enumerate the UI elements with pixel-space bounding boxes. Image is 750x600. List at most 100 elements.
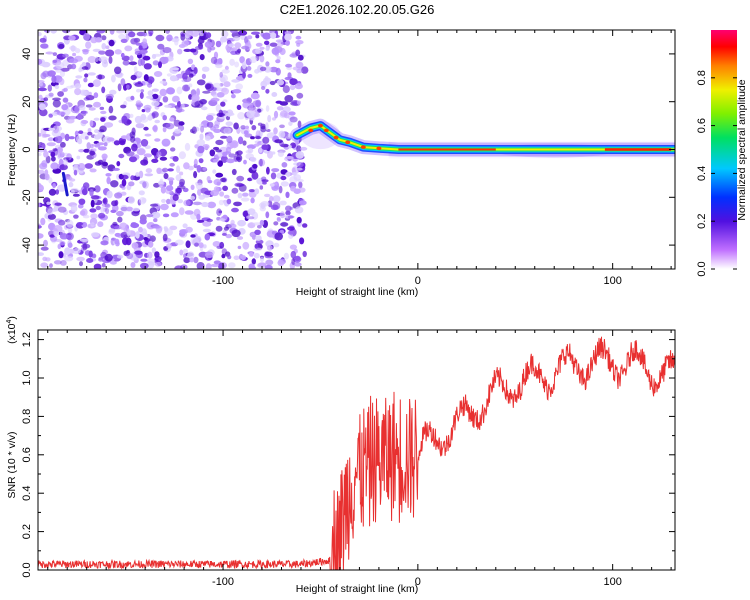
noise-blob [76, 155, 81, 160]
noise-blob [121, 185, 126, 190]
noise-blob [220, 177, 227, 183]
noise-blob [223, 194, 230, 199]
noise-blob [190, 184, 195, 190]
noise-blob [42, 133, 51, 138]
noise-blob [101, 161, 108, 169]
noise-blob [98, 129, 105, 133]
noise-blob [179, 207, 185, 216]
noise-blob [125, 84, 130, 90]
noise-blob [188, 73, 194, 78]
noise-blob [223, 127, 232, 135]
noise-blob [152, 93, 159, 99]
noise-blob [231, 94, 236, 99]
noise-blob [72, 247, 81, 255]
noise-blob [232, 89, 242, 94]
noise-blob [52, 148, 58, 152]
noise-blob [57, 243, 62, 250]
noise-blob [198, 36, 206, 40]
noise-blob [142, 181, 147, 188]
noise-blob [148, 261, 157, 266]
noise-blob [143, 153, 153, 158]
noise-blob [297, 179, 304, 183]
noise-blob [114, 49, 122, 55]
heatmap-y-tick-label: -40 [21, 237, 33, 253]
snr-multiplier-label: (x104) [6, 316, 18, 344]
noise-blob [98, 56, 108, 63]
noise-blob [257, 122, 263, 126]
noise-blob [180, 33, 186, 41]
noise-blob [90, 199, 95, 208]
noise-blob [289, 84, 296, 91]
noise-blob [206, 114, 214, 121]
noise-blob [288, 233, 294, 239]
noise-blob [197, 145, 205, 154]
noise-blob [141, 109, 146, 113]
noise-blob [117, 83, 122, 92]
noise-blob [99, 106, 105, 110]
noise-blob [151, 100, 160, 107]
noise-blob [271, 92, 278, 97]
noise-blob [38, 82, 43, 87]
noise-blob [228, 153, 236, 158]
noise-blob [68, 181, 74, 188]
noise-blob [271, 168, 280, 173]
noise-blob [273, 127, 278, 135]
noise-blob [130, 74, 137, 81]
noise-blob [293, 174, 302, 181]
noise-blob [144, 145, 151, 150]
noise-blob [64, 255, 74, 262]
noise-blob [197, 30, 202, 34]
noise-blob [76, 256, 85, 262]
noise-blob [296, 216, 302, 224]
noise-blob [250, 232, 256, 238]
heatmap-y-tick-label: -20 [21, 189, 33, 205]
noise-blob [286, 171, 291, 178]
noise-blob [227, 254, 232, 260]
noise-blob [53, 225, 63, 232]
noise-blob [248, 189, 256, 193]
noise-blob [270, 172, 277, 180]
noise-blob [88, 107, 96, 111]
noise-blob [70, 189, 75, 194]
noise-blob [97, 221, 104, 228]
noise-blob [48, 188, 57, 196]
noise-blob [45, 257, 51, 262]
noise-blob [85, 104, 93, 108]
noise-blob [254, 243, 259, 249]
noise-blob [261, 144, 269, 151]
noise-blob [207, 180, 213, 184]
noise-blob [200, 125, 205, 133]
noise-blob [247, 208, 256, 216]
noise-blob [207, 201, 217, 209]
noise-blob [44, 169, 49, 177]
noise-blob [59, 151, 65, 158]
noise-blob [144, 133, 152, 137]
noise-blob [106, 176, 111, 185]
noise-blob [227, 113, 232, 117]
noise-blob [68, 35, 76, 41]
noise-blob [213, 178, 222, 186]
noise-blob [226, 135, 233, 144]
noise-blob [242, 61, 247, 70]
noise-blob [120, 78, 126, 86]
noise-blob [120, 38, 128, 43]
noise-blob [51, 111, 59, 116]
noise-blob [165, 122, 175, 130]
noise-blob [86, 258, 94, 263]
noise-blob [38, 225, 42, 229]
noise-blob [273, 110, 279, 119]
noise-blob [54, 84, 60, 90]
noise-blob [240, 255, 246, 261]
noise-blob [130, 95, 135, 101]
noise-blob [62, 97, 69, 103]
noise-blob [196, 88, 201, 96]
noise-blob [290, 250, 297, 259]
noise-blob [92, 48, 101, 53]
noise-blob [189, 257, 194, 263]
noise-blob [149, 235, 156, 242]
noise-blob [262, 136, 270, 144]
noise-blob [201, 201, 209, 208]
noise-blob [49, 263, 53, 268]
snr-panel: -100 0 100 0.0 0.2 0.4 0.6 0.8 1.0 1.2 Height of … [6, 316, 676, 595]
noise-blob [285, 205, 292, 212]
